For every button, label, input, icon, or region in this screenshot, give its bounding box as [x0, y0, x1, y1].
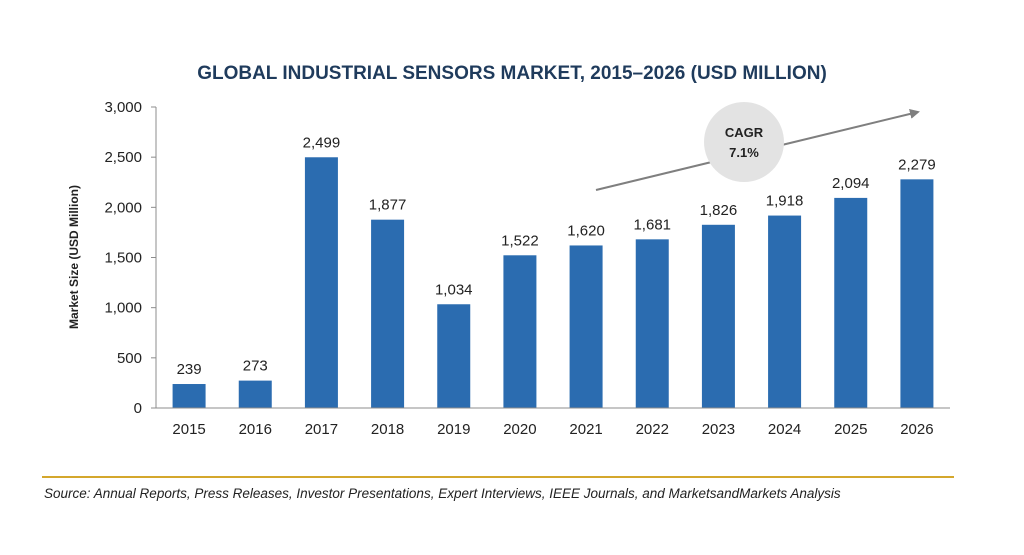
value-label: 1,918 [766, 193, 804, 210]
bar [569, 245, 603, 408]
x-tick-label: 2023 [702, 421, 735, 438]
y-tick-label: 2,000 [104, 199, 142, 216]
cagr-circle [704, 102, 784, 182]
value-label: 1,826 [700, 202, 738, 219]
y-tick-label: 3,000 [104, 99, 142, 116]
x-tick-label: 2024 [768, 421, 801, 438]
value-label: 1,877 [369, 197, 407, 214]
x-tick-label: 2016 [239, 421, 272, 438]
bar [503, 255, 537, 408]
bar [172, 384, 206, 408]
y-axis-label: Market Size (USD Million) [67, 185, 81, 329]
x-tick-label: 2015 [172, 421, 205, 438]
x-tick-label: 2026 [900, 421, 933, 438]
x-tick-label: 2019 [437, 421, 470, 438]
x-tick-label: 2025 [834, 421, 867, 438]
x-tick-label: 2017 [305, 421, 338, 438]
cagr-label: CAGR [725, 125, 764, 140]
cagr-value: 7.1% [729, 145, 759, 160]
y-tick-label: 500 [117, 350, 142, 367]
value-label: 2,094 [832, 175, 870, 192]
cagr-annotation: CAGR 7.1% [595, 102, 920, 191]
x-axis: 2015 2016 2017 2018 2019 2020 2021 2022 2023 2024… [156, 407, 950, 438]
value-label: 1,620 [567, 222, 605, 239]
value-label: 2,279 [898, 156, 936, 173]
value-label: 1,034 [435, 281, 473, 298]
y-tick-label: 1,500 [104, 250, 142, 267]
y-tick-label: 0 [134, 400, 142, 417]
source-note: Source: Annual Reports, Press Releases, … [44, 486, 841, 501]
bar [701, 224, 735, 408]
x-tick-label: 2021 [569, 421, 602, 438]
chart: GLOBAL INDUSTRIAL SENSORS MARKET, 2015–2… [67, 63, 950, 438]
chart-title: GLOBAL INDUSTRIAL SENSORS MARKET, 2015–2… [197, 63, 827, 84]
bar [371, 219, 405, 408]
bar [768, 215, 802, 408]
bar [304, 157, 338, 408]
bar [900, 179, 934, 408]
value-label: 1,681 [633, 216, 671, 233]
x-tick-label: 2018 [371, 421, 404, 438]
bar [437, 304, 471, 408]
x-tick-label: 2022 [636, 421, 669, 438]
y-axis: 0 500 1,000 1,500 2,000 2,500 3,000 [104, 99, 157, 417]
bars [172, 157, 934, 408]
value-label: 239 [177, 361, 202, 378]
x-tick-label: 2020 [503, 421, 536, 438]
value-label: 2,499 [303, 134, 341, 151]
value-label: 1,522 [501, 232, 539, 249]
y-tick-label: 2,500 [104, 149, 142, 166]
value-label: 273 [243, 358, 268, 375]
bar [238, 380, 272, 408]
value-labels: 239 273 2,499 1,877 1,034 1,522 1,620 1,681 1,82… [177, 134, 936, 378]
bar [834, 197, 868, 408]
bar [635, 239, 669, 408]
source-divider [42, 476, 954, 478]
y-tick-label: 1,000 [104, 300, 142, 317]
